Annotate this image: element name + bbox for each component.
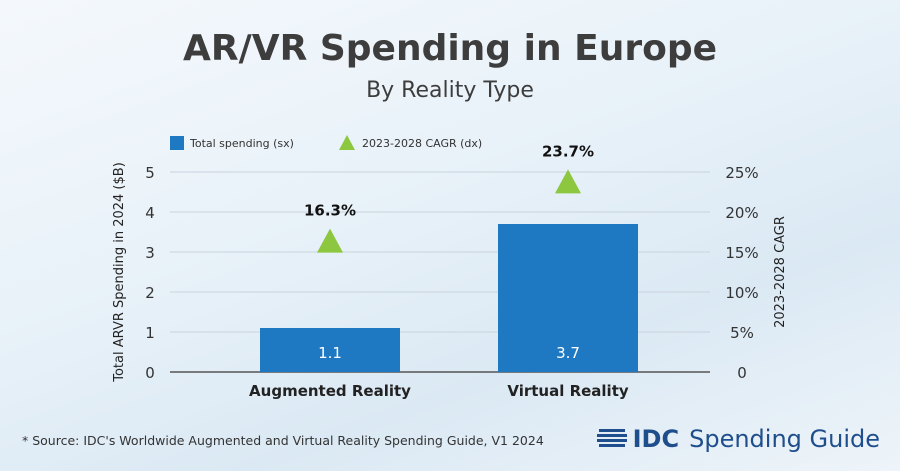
y-tick-label: 3 <box>145 244 155 262</box>
x-tick-label: Augmented Reality <box>249 382 411 400</box>
idc-globe-icon <box>596 429 627 447</box>
y2-tick-label: 20% <box>725 204 758 222</box>
bar-data-label: 1.1 <box>318 344 342 362</box>
y2-tick-label: 10% <box>725 284 758 302</box>
idc-brand: IDC Spending Guide <box>596 425 880 453</box>
y2-tick-label: 0 <box>737 364 747 382</box>
cagr-triangle-marker <box>317 228 343 253</box>
y-tick-label: 1 <box>145 324 155 342</box>
y2-tick-label: 15% <box>725 244 758 262</box>
bar-data-label: 3.7 <box>556 344 580 362</box>
y2-tick-label: 5% <box>730 324 754 342</box>
spending-guide-text: Spending Guide <box>689 425 880 453</box>
y-tick-label: 5 <box>145 164 155 182</box>
chart-subtitle: By Reality Type <box>366 78 534 103</box>
y-tick-label: 4 <box>145 204 155 222</box>
bar <box>498 224 638 372</box>
x-tick-label: Virtual Reality <box>507 382 629 400</box>
cagr-series: 16.3% 23.7% <box>304 142 594 253</box>
bar-series: 1.1 3.7 <box>260 224 638 372</box>
cagr-triangle-marker <box>555 169 581 194</box>
source-footnote: * Source: IDC's Worldwide Augmented and … <box>22 433 544 448</box>
y2-tick-label: 25% <box>725 164 758 182</box>
chart-title: AR/VR Spending in Europe <box>182 28 718 69</box>
y-tick-label: 2 <box>145 284 155 302</box>
cagr-data-label: 23.7% <box>542 142 594 160</box>
legend-label-spending: Total spending (sx) <box>189 137 294 150</box>
legend-label-cagr: 2023-2028 CAGR (dx) <box>362 137 482 150</box>
y2-axis-title: 2023-2028 CAGR <box>773 216 788 328</box>
legend-swatch-cagr <box>339 135 355 150</box>
idc-logo-text: IDC <box>632 425 680 453</box>
legend: Total spending (sx) 2023-2028 CAGR (dx) <box>170 135 482 150</box>
bar <box>260 328 400 372</box>
y-tick-label: 0 <box>145 364 155 382</box>
legend-swatch-spending <box>170 136 184 150</box>
y-axis-title: Total ARVR Spending in 2024 ($B) <box>112 162 127 383</box>
axes: 0 1 2 3 4 5 0 5% 10% 15% 20% 25% Total ARVR Spending… <box>112 162 788 400</box>
cagr-data-label: 16.3% <box>304 202 356 220</box>
chart: 1.1 3.7 16.3% 23.7% 0 1 2 3 4 5 0 5% 10% 15% 20% 25% T… <box>112 135 788 400</box>
